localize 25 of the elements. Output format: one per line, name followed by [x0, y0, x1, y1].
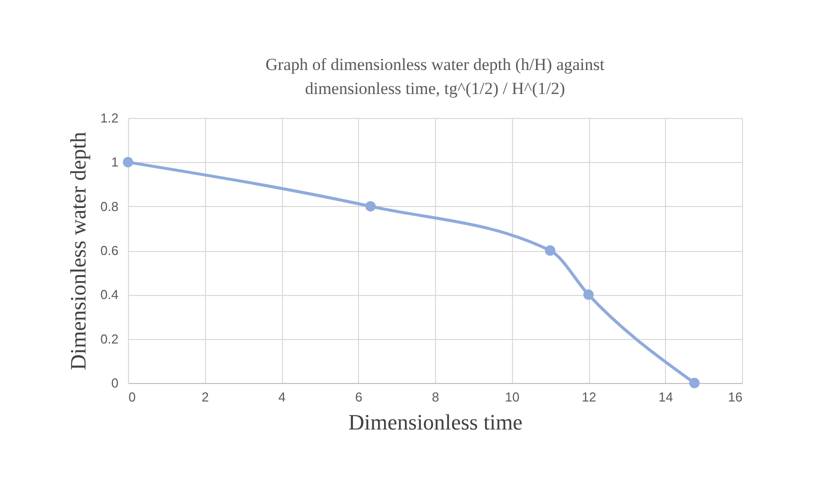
x-axis-title: Dimensionless time: [348, 410, 523, 434]
x-tick-label: 0: [128, 390, 136, 404]
x-tick-label: 10: [505, 390, 520, 404]
y-tick-label: 0.8: [100, 198, 118, 214]
y-tick-label: 0: [111, 376, 118, 390]
y-tick-label: 0.4: [100, 287, 118, 302]
text: Graph of dimensionless water depth (h/H) against: [266, 55, 604, 74]
y-tick-label: 1.2: [100, 110, 118, 126]
y-tick-label: 1: [111, 154, 118, 170]
point: [689, 378, 700, 388]
y-axis-title: Dimensionless water depth: [65, 132, 90, 370]
point: [544, 245, 556, 256]
text: dimensionless time, tg^(1/2) / H^(1/2): [304, 79, 566, 98]
x-tick-label: 2: [202, 390, 209, 404]
y-tick-label: 0.6: [100, 243, 118, 258]
y-tick-label: 0.2: [100, 331, 118, 346]
x-tick-label: 6: [355, 390, 362, 404]
point: [365, 201, 376, 212]
x-tick-label: 12: [582, 390, 596, 404]
x-tick-label: 14: [658, 390, 673, 404]
x-tick-label: 16: [728, 390, 742, 404]
x-tick-label: 8: [432, 390, 440, 404]
x-tick-label: 4: [278, 390, 286, 404]
point: [122, 156, 134, 168]
point: [583, 289, 594, 300]
